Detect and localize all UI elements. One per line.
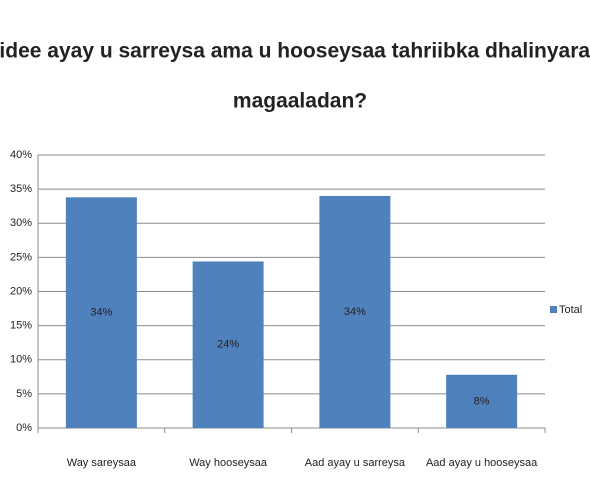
- y-tick-label: 35%: [10, 183, 32, 195]
- y-tick-label: 20%: [10, 285, 32, 297]
- y-tick-label: 5%: [16, 388, 32, 400]
- data-label: 8%: [474, 395, 490, 407]
- x-tick-label: Aad ayay u sarreysa: [305, 457, 406, 469]
- bar: [446, 374, 518, 428]
- legend-swatch: [550, 306, 557, 313]
- y-tick-label: 10%: [10, 354, 32, 366]
- y-tick-label: 30%: [10, 217, 32, 229]
- x-tick-label: Way hooseysaa: [189, 457, 268, 469]
- bar: [319, 195, 391, 428]
- x-tick-label: Aad ayay u hooseysaa: [426, 457, 538, 469]
- chart-title: Sidee ayay u sarreysa ama u hooseysaa ta…: [0, 40, 590, 63]
- bar: [192, 261, 264, 428]
- y-tick-label: 40%: [10, 149, 32, 161]
- y-tick-label: 25%: [10, 251, 32, 263]
- data-label: 34%: [90, 307, 112, 319]
- chart-title: magaaladan?: [233, 90, 367, 113]
- legend-label: Total: [559, 304, 582, 316]
- y-tick-label: 15%: [10, 320, 32, 332]
- data-label: 24%: [217, 339, 239, 351]
- y-tick-label: 0%: [16, 422, 32, 434]
- data-label: 34%: [344, 306, 366, 318]
- bar: [65, 197, 137, 428]
- x-tick-label: Way sareysaa: [67, 457, 137, 469]
